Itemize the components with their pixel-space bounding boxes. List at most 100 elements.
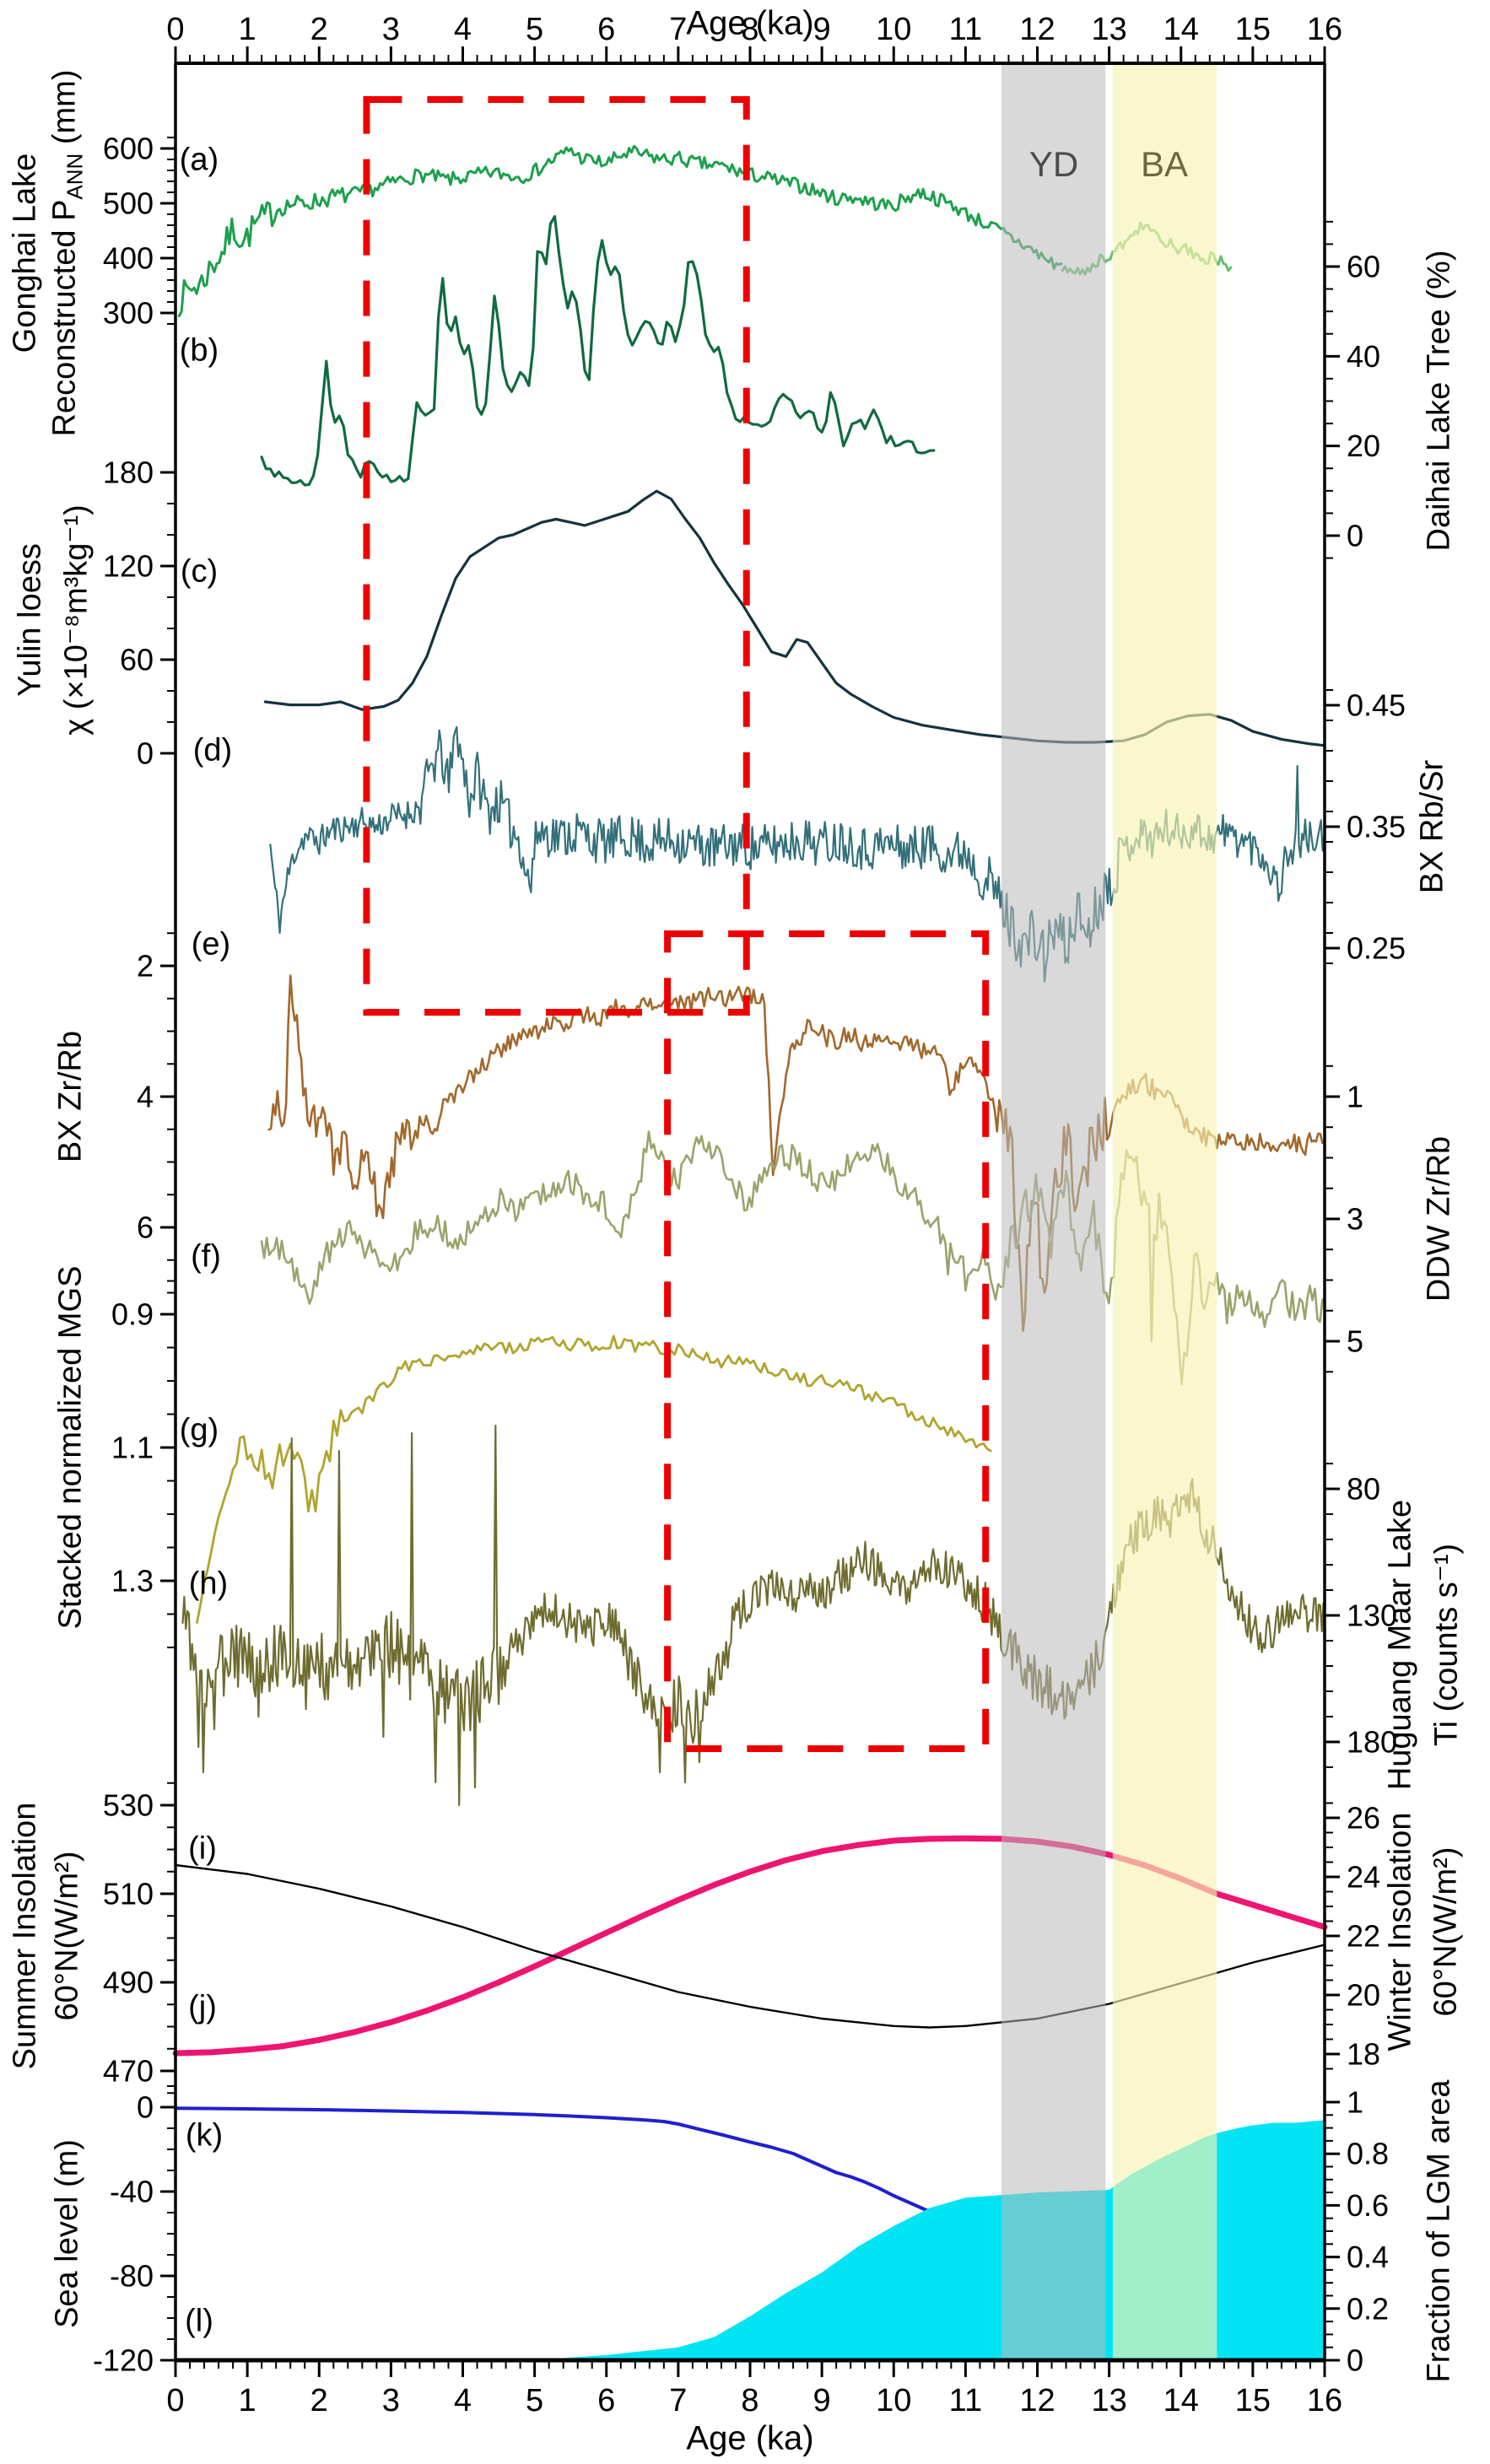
axis-ti-tick-label: 130 (1347, 1599, 1397, 1633)
axis-winter-tick-label: 22 (1347, 1919, 1380, 1954)
axis-winter-tick-label: 20 (1347, 1978, 1380, 2013)
axis-lgm-tick-label: 0.2 (1347, 2291, 1389, 2326)
top-axis-title: Age (ka) (686, 4, 814, 42)
top-tick-label: 16 (1307, 12, 1342, 47)
panel-label-k: (k) (185, 2117, 224, 2154)
panel-label-f: (f) (191, 1238, 221, 1275)
axis-summer-tick-label: 490 (103, 1965, 154, 2000)
axis-bxzr-tick-label: 6 (137, 1210, 154, 1245)
series-yulin-chi (263, 489, 1326, 747)
axis-mgs-tick-label: 1.1 (111, 1431, 154, 1465)
top-tick-label: 13 (1091, 12, 1126, 47)
axis-title-ddw: DDW Zr/Rb (1421, 1135, 1457, 1302)
top-tick-label: 6 (597, 12, 615, 47)
axis-summer-tick-label: 470 (103, 2054, 154, 2089)
top-tick-label: 15 (1235, 12, 1271, 47)
axis-pann-tick-label: 600 (103, 132, 154, 166)
highlight-box1 (363, 96, 750, 1016)
axis-bxzr-tick-label: 2 (137, 949, 154, 984)
axis-chi-tick-label: 120 (103, 549, 154, 584)
bottom-tick-label: 1 (239, 2383, 256, 2418)
bottom-tick-label: 7 (669, 2383, 687, 2418)
axis-ddw-tick-label: 1 (1347, 1080, 1363, 1114)
series-daihai-tree (260, 214, 936, 487)
axis-pann-tick-label: 500 (103, 186, 154, 221)
axis-winter-tick-label: 24 (1347, 1860, 1380, 1895)
axis-title-gonghai-line2: Reconstructed PANN (mm) (46, 69, 88, 437)
top-tick-label: 14 (1163, 12, 1199, 47)
axis-title-winter-line2: 60°N(W/m²) (1428, 1847, 1464, 2017)
axis-rbsr-tick-label: 0.45 (1347, 688, 1406, 723)
axis-winter-tick-label: 18 (1347, 2037, 1380, 2072)
axis-title-yulin-line2: χ (×10⁻⁸m³kg⁻¹) (58, 504, 94, 736)
bottom-tick-label: 12 (1019, 2383, 1055, 2418)
axis-daihai-tick-label: 60 (1347, 250, 1380, 284)
axis-sea-tick-label: -120 (93, 2343, 154, 2378)
axis-ddw-tick-label: 5 (1347, 1324, 1363, 1359)
axis-pann-tick-label: 400 (103, 241, 154, 276)
band-BA (1112, 63, 1217, 2360)
axis-title-winter-line1: Winter Insolation (1382, 1812, 1418, 2052)
top-tick-label: 1 (239, 12, 256, 47)
panel-label-g: (g) (179, 1412, 219, 1448)
bottom-tick-label: 9 (813, 2383, 831, 2418)
axis-ddw-tick-label: 3 (1347, 1202, 1363, 1237)
axis-sea-tick-label: 0 (137, 2090, 154, 2125)
panel-label-d: (d) (192, 732, 233, 768)
band-label-ba: BA (1140, 144, 1189, 184)
top-tick-label: 3 (382, 12, 400, 47)
axis-chi-tick-label: 180 (103, 456, 154, 490)
axis-sea-tick-label: -40 (110, 2175, 154, 2209)
axis-title-summer-line1: Summer Insolation (7, 1802, 43, 2070)
axis-title-sea-level: Sea level (m) (49, 2139, 85, 2328)
axis-ti-tick-label: 180 (1347, 1725, 1397, 1760)
axis-ti-tick-label: 80 (1347, 1472, 1380, 1507)
top-tick-label: 12 (1019, 12, 1055, 47)
bottom-tick-label: 10 (876, 2383, 911, 2418)
axis-lgm-tick-label: 1 (1347, 2085, 1363, 2120)
axis-chi-tick-label: 60 (120, 643, 154, 677)
bottom-tick-label: 6 (597, 2383, 615, 2418)
bottom-tick-label: 0 (166, 2383, 184, 2418)
bottom-tick-label: 11 (949, 2383, 982, 2418)
bottom-tick-label: 14 (1163, 2383, 1199, 2418)
axis-lgm-tick-label: 0 (1347, 2343, 1363, 2378)
top-tick-label: 2 (310, 12, 328, 47)
panel-label-i: (i) (188, 1830, 217, 1867)
bottom-tick-label: 4 (454, 2383, 472, 2418)
bottom-tick-label: 3 (382, 2383, 400, 2418)
bottom-tick-label: 8 (741, 2383, 758, 2418)
axis-title-yulin-line1: Yulin loess (12, 543, 48, 697)
top-tick-label: 0 (166, 12, 184, 47)
axis-title-gonghai-line1: Gonghai Lake (7, 153, 43, 353)
band-YD (1001, 63, 1106, 2360)
top-tick-label: 4 (454, 12, 472, 47)
axis-summer-tick-label: 530 (103, 1788, 154, 1823)
axis-daihai-tick-label: 0 (1347, 519, 1363, 553)
axis-title-huguang-line2: Ti (counts s⁻¹) (1428, 1543, 1465, 1747)
bottom-tick-label: 15 (1235, 2383, 1271, 2418)
panel-label-l: (l) (185, 2303, 213, 2339)
axis-mgs-tick-label: 1.3 (111, 1564, 154, 1599)
axis-rbsr-tick-label: 0.35 (1347, 810, 1406, 844)
axis-title-daihai: Daihai Lake Tree (%) (1421, 250, 1457, 552)
axis-title-bx-zrrb: BX Zr/Rb (52, 1030, 89, 1163)
axis-rbsr-tick-label: 0.25 (1347, 931, 1406, 966)
axis-chi-tick-label: 0 (137, 736, 154, 771)
panel-label-h: (h) (188, 1566, 229, 1602)
axis-daihai-tick-label: 40 (1347, 339, 1380, 374)
panel-label-j: (j) (188, 1989, 217, 2025)
top-tick-label: 5 (526, 12, 543, 47)
panel-label-c: (c) (180, 553, 219, 590)
top-tick-label: 10 (876, 12, 911, 47)
top-tick-label: 8 (741, 12, 758, 47)
axis-mgs-tick-label: 0.9 (111, 1297, 154, 1332)
bottom-tick-label: 2 (310, 2383, 328, 2418)
axis-pann-tick-label: 300 (103, 296, 154, 331)
highlight-box2 (664, 930, 990, 1752)
axis-summer-tick-label: 510 (103, 1877, 154, 1911)
top-tick-label: 9 (813, 12, 831, 47)
axis-title-lgm: Fraction of LGM area (1421, 2079, 1457, 2383)
